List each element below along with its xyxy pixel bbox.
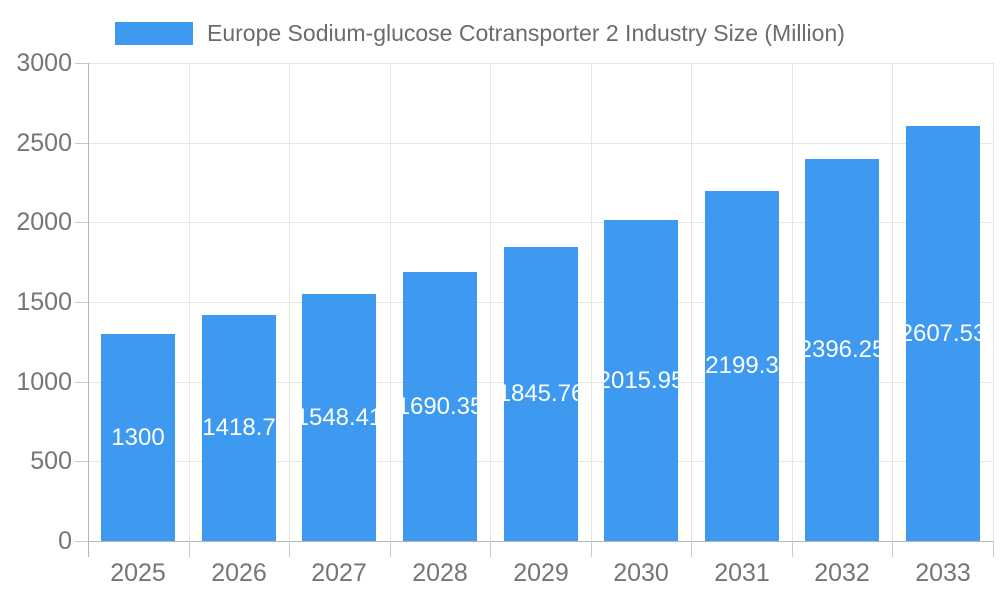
y-tick [75,382,88,383]
bar-2033[interactable]: 2607.53 [906,126,980,541]
x-tick [591,541,592,557]
x-tick-label: 2030 [613,559,669,587]
bar-2026[interactable]: 1418.7 [202,315,276,541]
y-tick [75,143,88,144]
bar-value-label: 1418.7 [202,414,276,441]
chart-legend[interactable]: Europe Sodium-glucose Cotransporter 2 In… [115,20,845,46]
x-tick-label: 2032 [814,559,870,587]
v-gridline [591,63,592,541]
bar-2031[interactable]: 2199.3 [705,191,779,541]
v-gridline [390,63,391,541]
legend-label: Europe Sodium-glucose Cotransporter 2 In… [207,20,845,46]
x-baseline [88,541,993,542]
bar-value-label: 2199.3 [705,352,779,379]
x-tick-label: 2027 [311,559,367,587]
v-gridline [892,63,893,541]
v-gridline [691,63,692,541]
y-tick-label: 2500 [16,129,72,157]
v-gridline [490,63,491,541]
legend-swatch [115,22,193,45]
h-gridline [88,63,993,64]
x-tick [993,541,994,557]
v-gridline [792,63,793,541]
y-tick-label: 0 [58,527,72,555]
bar-value-label: 2607.53 [906,319,980,347]
bar-2032[interactable]: 2396.25 [805,159,879,541]
x-tick [892,541,893,557]
x-tick-label: 2028 [412,559,468,587]
y-tick [75,63,88,64]
y-tick [75,541,88,542]
x-tick-label: 2033 [915,559,971,587]
y-tick [75,302,88,303]
x-tick [691,541,692,557]
x-tick-label: 2029 [513,559,569,587]
bar-2027[interactable]: 1548.41 [302,294,376,541]
y-tick [75,222,88,223]
bar-value-label: 1300 [111,423,165,451]
v-gridline [289,63,290,541]
bar-2029[interactable]: 1845.76 [504,247,578,541]
v-gridline [189,63,190,541]
x-tick [189,541,190,557]
x-tick [390,541,391,557]
bar-2025[interactable]: 1300 [101,334,175,541]
bar-value-label: 1690.35 [403,392,477,420]
bar-2030[interactable]: 2015.95 [604,220,678,541]
x-tick [490,541,491,557]
y-tick-label: 500 [30,447,72,475]
x-tick-label: 2031 [714,559,770,587]
y-tick-label: 3000 [16,49,72,77]
h-gridline [88,222,993,223]
bar-value-label: 1548.41 [302,403,376,431]
bar-value-label: 2396.25 [805,336,879,363]
x-tick-label: 2026 [211,559,267,587]
y-tick-label: 1000 [16,368,72,396]
y-axis-line [88,63,89,557]
bar-value-label: 1845.76 [504,380,578,407]
bar-value-label: 2015.95 [604,366,678,394]
y-tick-label: 1500 [16,288,72,316]
x-tick-label: 2025 [110,559,166,587]
y-tick-label: 2000 [16,208,72,236]
h-gridline [88,143,993,144]
v-gridline [993,63,994,541]
y-tick [75,461,88,462]
x-tick [289,541,290,557]
bar-2028[interactable]: 1690.35 [403,272,477,541]
x-tick [792,541,793,557]
